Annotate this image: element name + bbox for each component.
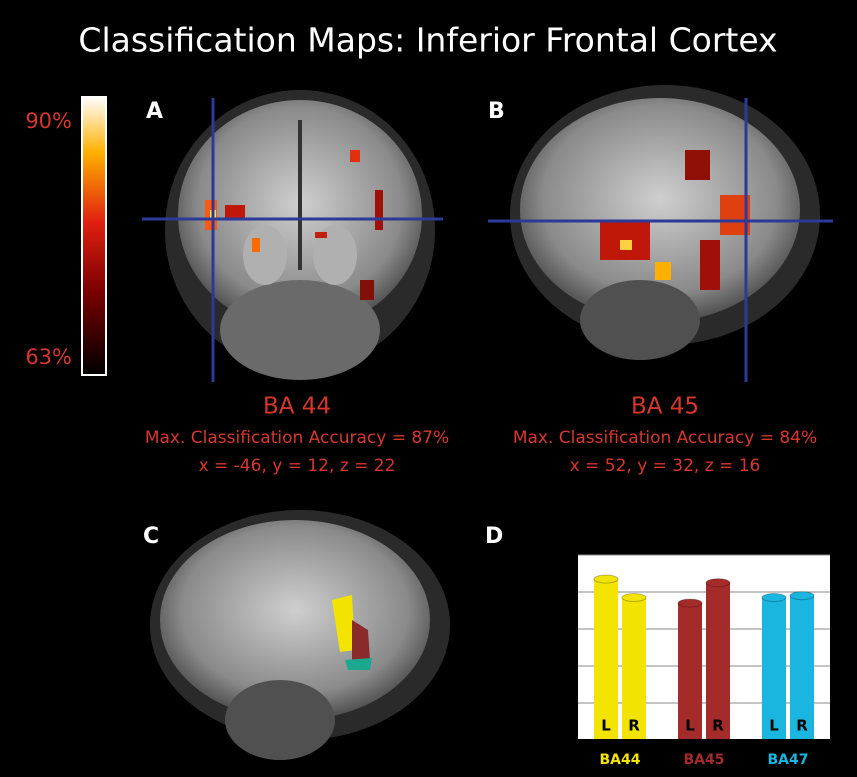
page: Classification Maps: Inferior Frontal Co… (0, 0, 857, 777)
x-tick-label: BA44 (600, 752, 641, 768)
panel-label: D (485, 524, 503, 549)
y-tick-label: 80% (541, 585, 570, 599)
y-tick-label: 60% (541, 622, 570, 636)
y-axis-label: MaximumClassification Accuracy (511, 570, 540, 726)
bar-series-label: L (769, 717, 779, 735)
y-tick-label: 20% (541, 696, 570, 710)
x-tick-label: BA45 (684, 752, 725, 768)
bar-chart: 0% 20% 40% 60% 80% 100% MaximumClassification … (511, 548, 831, 769)
region-name: BA 45 (631, 394, 699, 420)
sagittal-atlas-image (140, 510, 450, 765)
y-tick-label: 40% (541, 659, 570, 673)
panel-label: B (488, 99, 505, 124)
bar-top (762, 594, 786, 602)
bar-top (706, 579, 730, 587)
bar-series-label: R (712, 717, 724, 735)
bar-series-label: R (796, 717, 808, 735)
y-tick-label: 100% (533, 548, 570, 562)
colorbar-label: 63% (25, 345, 72, 369)
region-name: BA 44 (263, 394, 331, 420)
accuracy-text: Max. Classification Accuracy = 84% (513, 428, 817, 448)
sagittal-image (485, 85, 835, 385)
figure: Classification Maps: Inferior Frontal Co… (0, 0, 857, 777)
bar-series-label: R (628, 717, 640, 735)
colorbar (82, 97, 106, 375)
bar-top (594, 575, 618, 583)
bar-top (622, 594, 646, 602)
y-axis-label-line: Classification Accuracy (526, 570, 540, 726)
bar-series-label: L (685, 717, 695, 735)
panel-label: A (146, 99, 163, 124)
coords-text: x = -46, y = 12, z = 22 (199, 456, 396, 476)
colorbar-label: 90% (25, 109, 72, 133)
y-tick-label: 0% (550, 733, 570, 747)
coords-text: x = 52, y = 32, z = 16 (570, 456, 761, 476)
panel-label: C (143, 524, 159, 549)
colorbar-ticks: 90% 63% (25, 109, 72, 369)
accuracy-text: Max. Classification Accuracy = 87% (145, 428, 449, 448)
y-axis-label-line: Maximum (511, 615, 525, 680)
bar-series-label: L (601, 717, 611, 735)
x-tick-label: BA47 (768, 752, 809, 768)
title: Classification Maps: Inferior Frontal Co… (78, 21, 777, 60)
coronal-image (140, 90, 445, 385)
bar-top (678, 599, 702, 607)
bar-top (790, 592, 814, 600)
